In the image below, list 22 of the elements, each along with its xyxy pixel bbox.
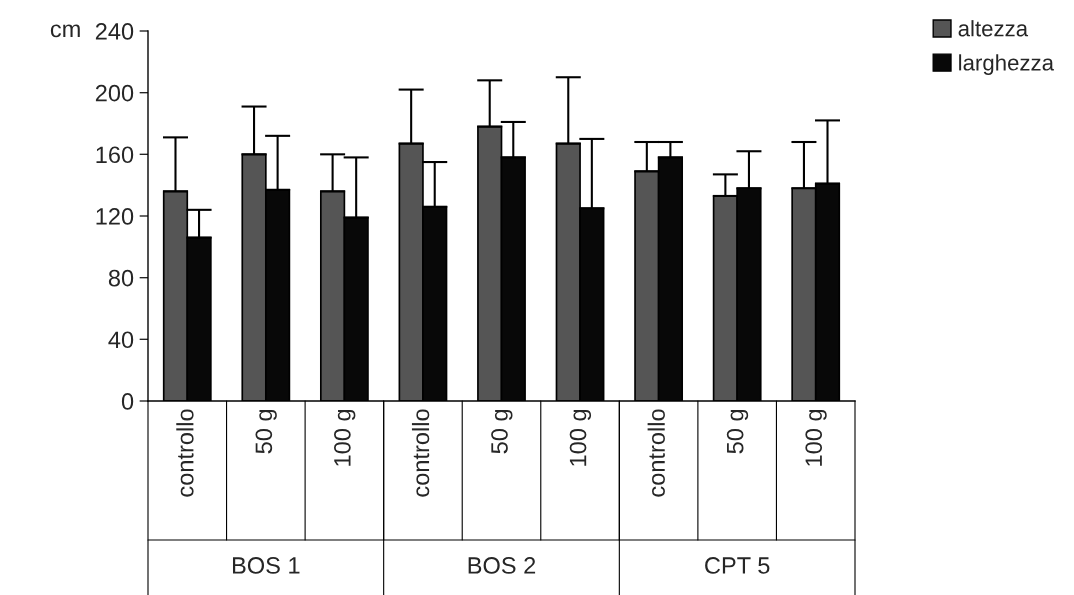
- y-tick-label: 160: [96, 146, 134, 164]
- y-axis-title: cm: [50, 24, 80, 38]
- y-tick-label: 240: [95, 23, 134, 40]
- x-tick-label: 100 g: [569, 409, 592, 466]
- x-tick-label: controllo: [647, 409, 665, 497]
- x-tick-label: 100 g: [334, 409, 356, 466]
- y-tick-label: 40: [108, 331, 134, 349]
- y-tick-label: 80: [108, 269, 134, 287]
- x-tick-label: controllo: [411, 409, 430, 497]
- text: CPT 5: [705, 557, 770, 574]
- legend-label: altezza: [958, 20, 1029, 37]
- y-tick-label: 0: [121, 393, 134, 410]
- x-tick-label: 50 g: [255, 409, 277, 454]
- x-tick-label: 100 g: [805, 409, 827, 466]
- legend-label: larghezza: [959, 54, 1055, 75]
- y-tick-label: 200: [95, 84, 134, 102]
- x-tick-label: controllo: [176, 409, 194, 497]
- text: BOS 1: [232, 557, 300, 574]
- x-tick-label: 50 g: [491, 409, 513, 454]
- x-tick-label: 50 g: [726, 409, 749, 454]
- text: BOS 2: [468, 557, 536, 574]
- y-tick-label: 120: [96, 208, 134, 225]
